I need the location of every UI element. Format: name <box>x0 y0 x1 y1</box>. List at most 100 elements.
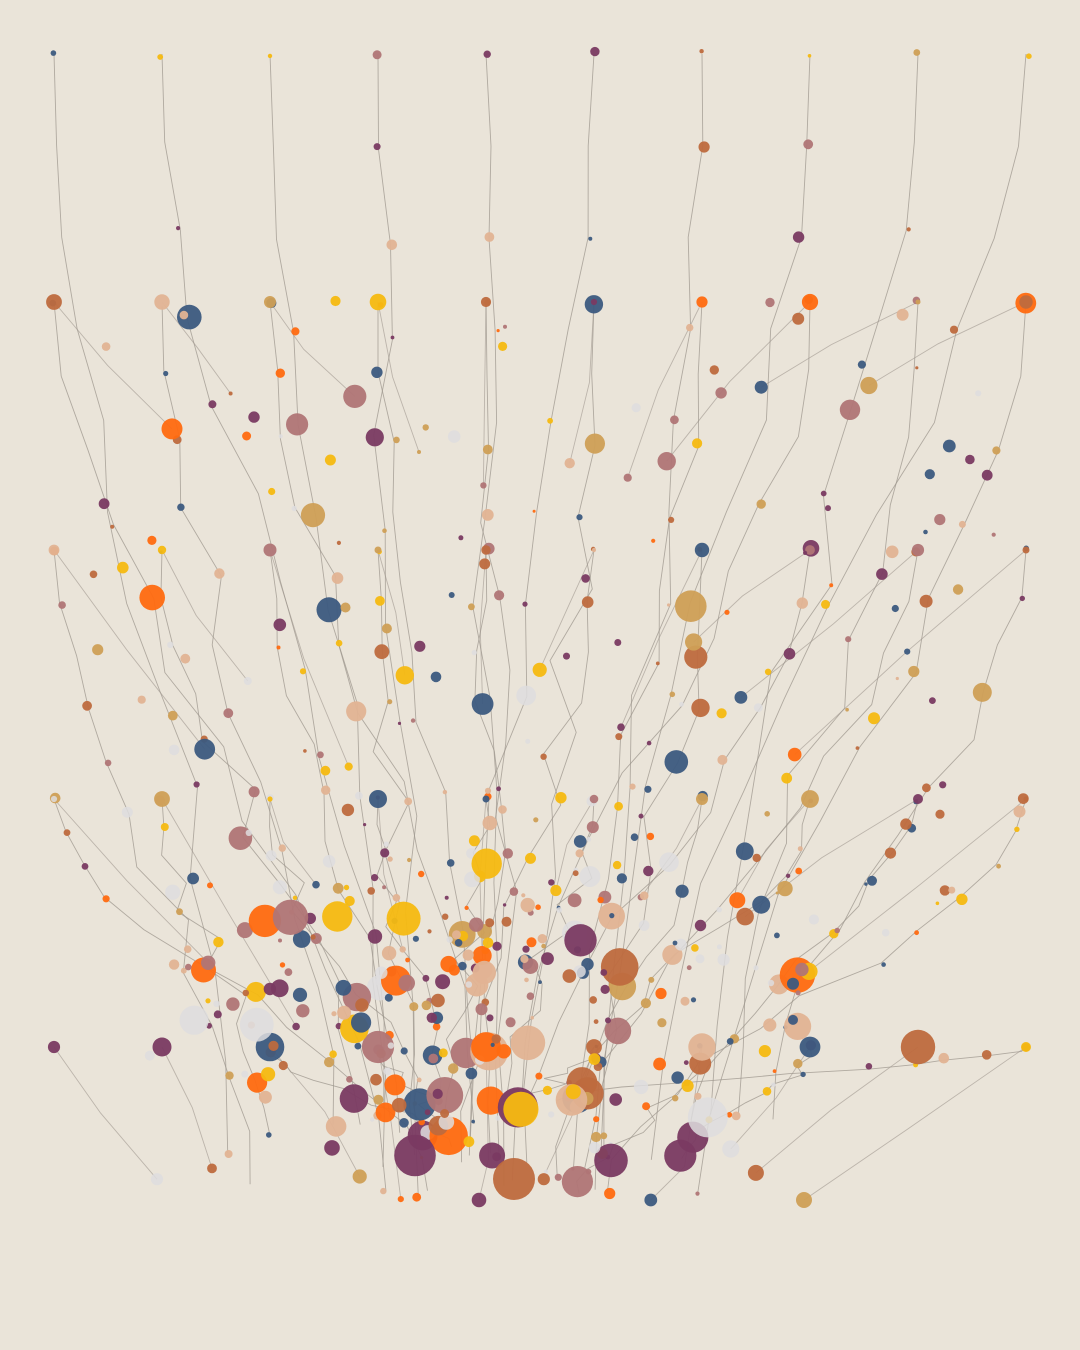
particle-dot <box>695 1191 700 1196</box>
particle-dot <box>462 949 474 961</box>
particle-dot <box>335 639 343 647</box>
particle-dot <box>885 545 899 559</box>
particle-dot <box>303 749 307 753</box>
particle-dot <box>949 325 959 334</box>
particle-dot <box>394 1134 436 1177</box>
particle-dot <box>412 1192 422 1202</box>
particle-dot <box>562 969 577 983</box>
particle-dot <box>81 863 89 870</box>
particle-dot <box>399 1118 409 1128</box>
particle-dot <box>864 882 868 886</box>
particle-dot <box>616 873 628 884</box>
particle-dot <box>795 990 801 996</box>
particle-dot <box>772 1069 777 1073</box>
particle-dot <box>617 723 625 731</box>
particle-dot <box>633 1079 649 1095</box>
particle-dot <box>935 901 940 906</box>
particle-dot <box>447 430 461 443</box>
particle-dot <box>868 712 880 725</box>
particle-dot <box>387 1042 395 1049</box>
particle-dot <box>225 1071 234 1080</box>
particle-dot <box>600 1132 608 1140</box>
particle-dot <box>167 641 174 648</box>
particle-dot <box>324 454 336 466</box>
particle-dot <box>264 296 276 308</box>
particle-dot <box>432 1022 441 1031</box>
strand-line <box>161 1046 213 1169</box>
particle-dot <box>444 895 449 900</box>
particle-dot <box>668 516 675 524</box>
particle-dot <box>278 844 286 852</box>
particle-dot <box>716 944 722 950</box>
particle-dot <box>991 532 996 537</box>
particle-dot <box>597 896 604 904</box>
strand-line <box>693 549 811 643</box>
particle-dot <box>363 823 367 827</box>
particle-dot <box>161 418 183 440</box>
strand-line <box>755 1046 919 1174</box>
particle-dot <box>442 913 449 920</box>
particle-dot <box>686 965 692 971</box>
particle-dot <box>948 886 956 894</box>
particle-dot <box>524 977 529 983</box>
strand-line <box>640 798 703 898</box>
particle-dot <box>354 1042 362 1050</box>
particle-dot <box>278 1060 288 1071</box>
particle-dot <box>691 698 710 718</box>
particle-dot <box>490 1042 495 1047</box>
particle-dot <box>694 1092 702 1100</box>
particle-dot <box>754 380 768 394</box>
particle-dot <box>371 366 383 378</box>
particle-dot <box>469 917 484 932</box>
particle-dot <box>881 962 886 967</box>
particle-dot <box>324 1140 340 1156</box>
particle-dot <box>672 1095 679 1102</box>
particle-dot <box>829 583 834 588</box>
particle-dot <box>479 558 491 570</box>
particle-dot <box>479 1142 506 1169</box>
particle-dot <box>788 1014 798 1025</box>
particle-dot <box>639 891 649 900</box>
particle-dot <box>535 904 541 910</box>
particle-dot <box>717 754 728 765</box>
particle-dot <box>834 927 840 934</box>
particle-dot <box>669 691 676 698</box>
particle-dot <box>458 535 464 541</box>
particle-dot <box>722 1140 740 1158</box>
particle-dot <box>144 1050 155 1061</box>
particle-dot <box>464 871 480 888</box>
particle-dot <box>674 938 687 951</box>
particle-dot <box>803 550 808 556</box>
particle-dot <box>180 967 187 974</box>
particle-dot <box>375 1102 396 1123</box>
particle-dot <box>572 870 579 877</box>
particle-dot <box>468 835 480 847</box>
particle-dot <box>438 1048 448 1058</box>
strand-line <box>803 1046 1027 1201</box>
strand-line <box>269 1046 361 1177</box>
particle-dot <box>481 545 491 555</box>
particle-dot <box>454 939 463 947</box>
strand-line <box>377 1046 402 1200</box>
particle-dot <box>935 809 945 819</box>
particle-dot <box>89 570 98 579</box>
particle-dot <box>752 895 771 914</box>
strand-line <box>627 301 703 478</box>
particle-dot <box>480 482 487 489</box>
particle-dot <box>268 1040 279 1051</box>
particle-dot <box>384 993 393 1002</box>
particle-dot <box>412 935 419 942</box>
particle-dot <box>163 370 169 377</box>
particle-dot <box>154 294 170 310</box>
particle-dot <box>589 996 597 1004</box>
particle-dot <box>581 596 594 608</box>
particle-dot <box>397 721 402 726</box>
particle-dot <box>207 882 213 889</box>
particle-dot <box>891 604 899 613</box>
particle-dot <box>726 1038 734 1045</box>
particle-dot <box>177 503 185 511</box>
particle-dot <box>938 1052 950 1064</box>
particle-dot <box>670 415 679 425</box>
particle-dot <box>640 998 652 1009</box>
